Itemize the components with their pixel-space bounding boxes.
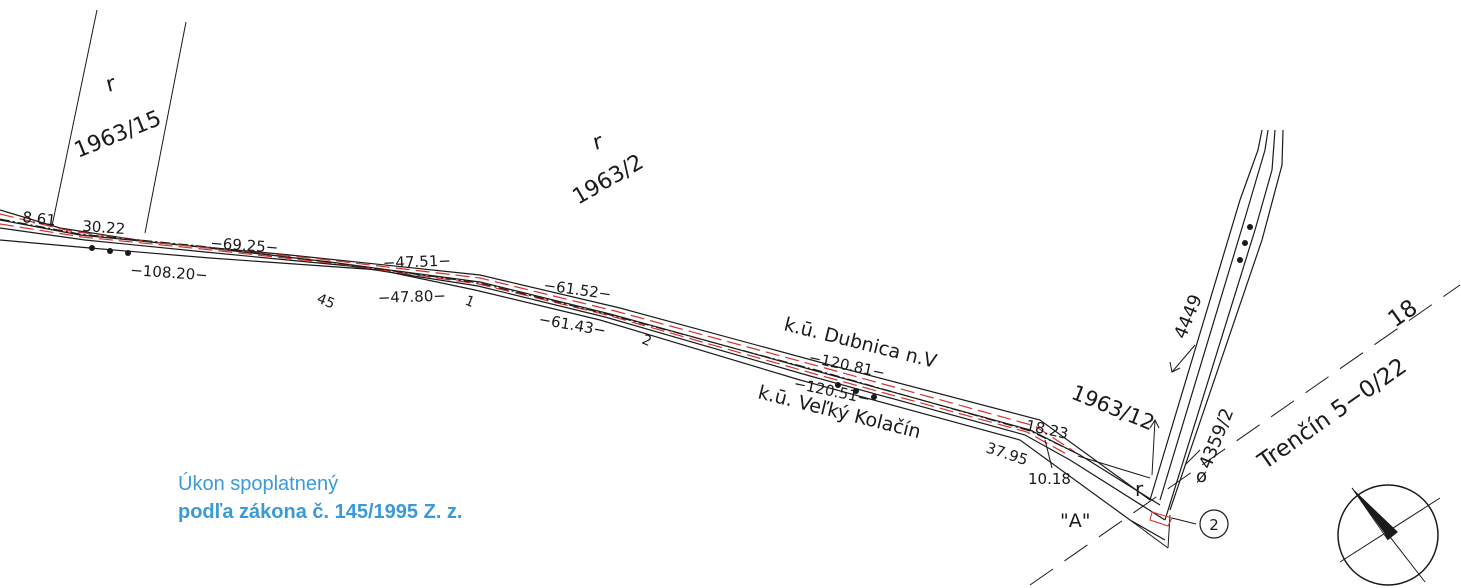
- road-north: [1149, 129, 1284, 521]
- distance-label: −47.80−: [378, 287, 447, 307]
- point-number: 2: [640, 332, 654, 350]
- parcel-mark: r: [1135, 477, 1144, 501]
- stamp-line-2: podľa zákona č. 145/1995 Z. z.: [178, 501, 463, 523]
- point-number: 1: [463, 293, 477, 311]
- circled-point-marker: 2: [1199, 509, 1229, 539]
- parcel-number: 1963/2: [569, 150, 649, 210]
- north-arrow-icon: [1337, 484, 1441, 586]
- junction-lines: [1077, 455, 1173, 549]
- parcel-symbol: ø: [1196, 466, 1207, 487]
- parcel-boundary-line: [144, 21, 187, 234]
- map-sheet-number: 18: [1384, 295, 1423, 333]
- map-sheet-boundary: [1029, 284, 1461, 586]
- parcel-boundary-line: [51, 9, 98, 227]
- parcel-number: 4449: [1170, 292, 1207, 342]
- fee-stamp: Úkon spoplatnený podľa zákona č. 145/199…: [178, 470, 463, 526]
- map-sheet-name: Trenčín 5−0/22: [1253, 353, 1412, 475]
- distance-label: 37.95: [984, 439, 1030, 469]
- distance-label: −69.25−: [210, 234, 279, 257]
- distance-label: 10.18: [1028, 470, 1071, 488]
- parcel-number: 1963/15: [71, 106, 165, 163]
- distance-label: 8.61: [22, 208, 57, 229]
- parcel-mark: r: [590, 129, 606, 156]
- parcel-mark: r: [103, 71, 119, 98]
- cadastral-area-boundary: [0, 218, 1079, 455]
- distance-label: 30.22: [82, 217, 126, 238]
- stamp-line-1: Úkon spoplatnený: [178, 473, 339, 495]
- svg-text:2: 2: [1209, 516, 1219, 534]
- distance-label: −47.51−: [383, 252, 452, 272]
- distance-label: −108.20−: [130, 261, 209, 284]
- boundary-points: [89, 224, 1253, 400]
- point-label: "A": [1060, 510, 1090, 532]
- parcel-number: 1963/12: [1068, 380, 1158, 435]
- point-number: 45: [315, 291, 338, 313]
- road-corridor: [0, 209, 1166, 541]
- boundary-red-dashes: [0, 213, 1076, 457]
- leader-arrows: [1044, 344, 1201, 525]
